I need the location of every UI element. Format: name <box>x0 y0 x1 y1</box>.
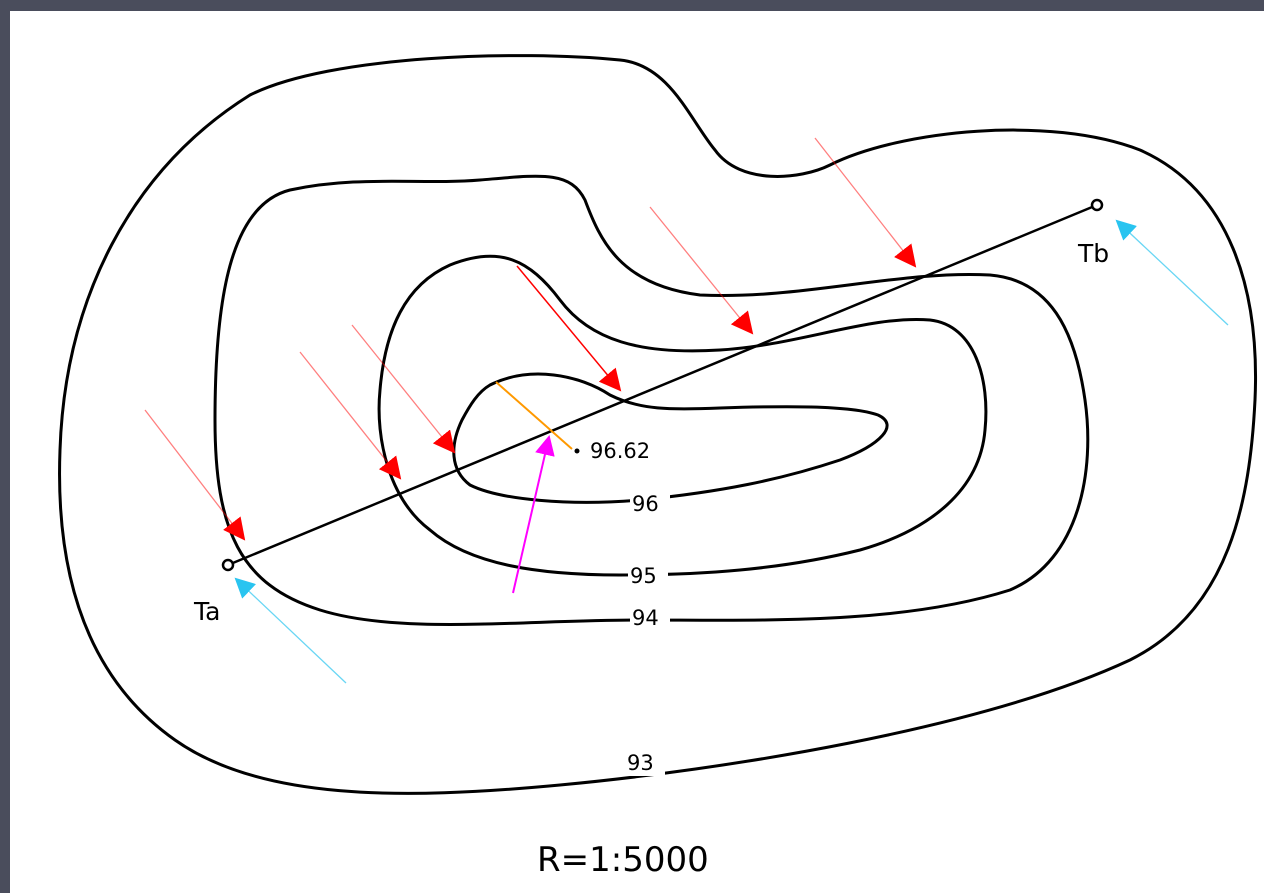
point-tb-label: Tb <box>1077 239 1109 268</box>
point-tb-marker <box>1090 198 1104 212</box>
map-scale: R=1:5000 <box>537 840 709 880</box>
magenta-arrow <box>512 435 555 594</box>
red-arrow-4 <box>516 265 622 392</box>
cyan-arrow-tb <box>1115 219 1229 326</box>
map-canvas: 93 94 95 96 96.62 Ta Tb R=1:5000 <box>10 11 1264 893</box>
red-arrow-3 <box>351 324 456 454</box>
contour-95 <box>377 254 988 577</box>
contour-96 <box>452 372 889 504</box>
spot-height-label: 96.62 <box>590 439 650 463</box>
red-arrow-1 <box>144 409 246 541</box>
contour-93 <box>58 54 1258 795</box>
profile-line <box>227 203 1098 567</box>
red-arrow-6 <box>814 137 917 268</box>
red-arrow-2 <box>299 351 402 480</box>
cyan-arrow-ta <box>234 577 347 684</box>
contour-94 <box>213 174 1090 626</box>
contour-label-94: 94 <box>632 606 659 630</box>
contour-label-93: 93 <box>627 751 654 775</box>
contour-label-96: 96 <box>632 492 659 516</box>
orange-perpendicular-segment <box>495 381 573 450</box>
point-ta-label: Ta <box>193 597 220 626</box>
point-ta-marker <box>221 558 235 572</box>
spot-height-point <box>574 448 580 454</box>
contour-label-95: 95 <box>630 564 657 588</box>
red-arrow-5 <box>649 206 754 335</box>
